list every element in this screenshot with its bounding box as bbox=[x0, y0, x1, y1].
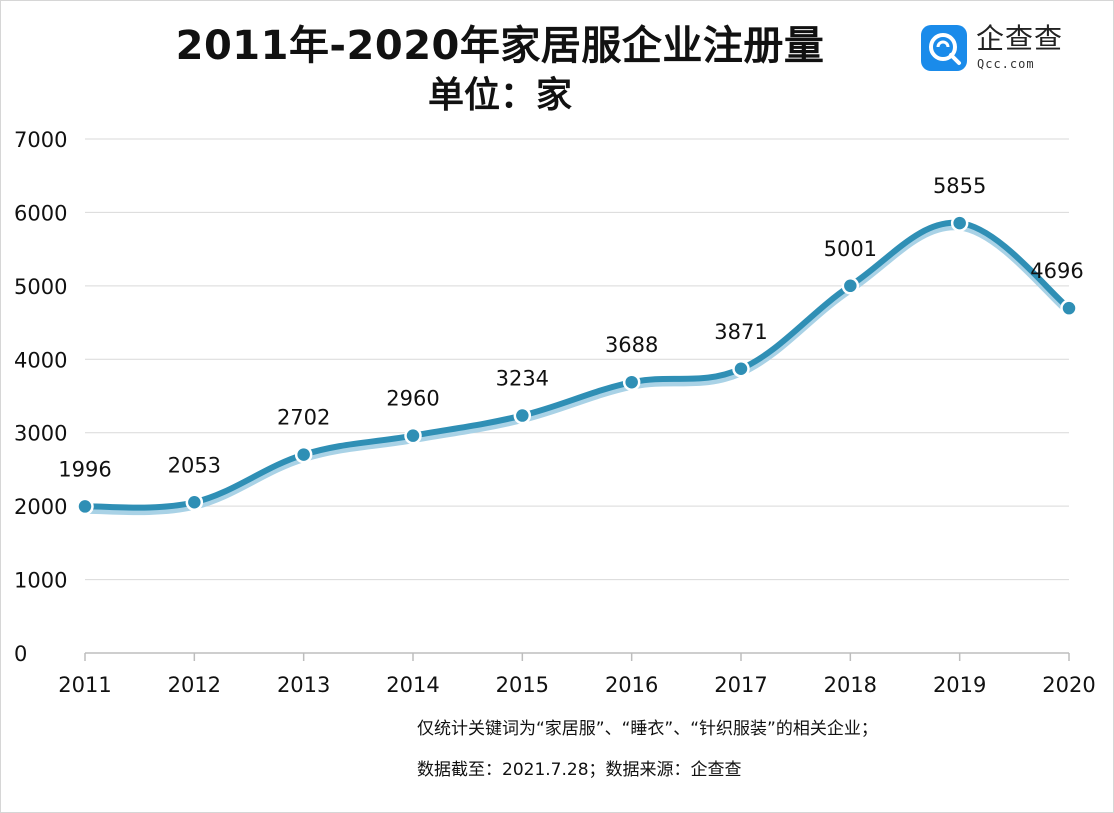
series-line-path bbox=[82, 219, 1072, 511]
series-line bbox=[81, 219, 1073, 516]
x-tick-label: 2014 bbox=[386, 673, 439, 697]
footnote-scope: 仅统计关键词为“家居服”、“睡衣”、“针织服装”的相关企业； bbox=[417, 719, 878, 739]
data-label-2013: 2702 bbox=[277, 406, 330, 430]
logo-domain: Qcc.com bbox=[977, 57, 1035, 71]
data-point-2019 bbox=[950, 214, 969, 232]
grid-lines bbox=[85, 138, 1069, 581]
data-labels: 1996 2053 2702 2960 3234 3688 3871 5001 5855 4696 bbox=[58, 174, 1083, 481]
x-tick-label: 2013 bbox=[277, 673, 330, 697]
footnote-source: 数据截至：2021.7.28；数据来源：企查查 bbox=[417, 760, 742, 780]
data-label-2019: 5855 bbox=[933, 174, 986, 198]
x-tick-label: 2015 bbox=[496, 673, 549, 697]
y-tick-label: 5000 bbox=[14, 275, 67, 299]
data-label-2020: 4696 bbox=[1030, 259, 1083, 283]
x-tick-label: 2019 bbox=[933, 673, 986, 697]
data-point-2012 bbox=[185, 493, 204, 512]
y-tick-label: 4000 bbox=[14, 348, 67, 372]
y-tick-label: 6000 bbox=[14, 201, 67, 225]
brand-logo: 企查查 Qcc.com bbox=[921, 23, 1101, 73]
magnifier-logo-icon bbox=[921, 25, 967, 71]
x-tick-label: 2020 bbox=[1042, 673, 1095, 697]
x-tick-label: 2017 bbox=[714, 673, 767, 697]
y-tick-label: 1000 bbox=[14, 569, 67, 593]
data-point-2016 bbox=[622, 373, 641, 391]
data-point-2015 bbox=[513, 406, 532, 425]
x-tick-label: 2011 bbox=[58, 673, 111, 697]
data-point-2018 bbox=[841, 277, 860, 295]
data-point-2020 bbox=[1060, 299, 1078, 317]
y-tick-label: 2000 bbox=[14, 495, 67, 519]
series-line-shadow bbox=[81, 223, 1073, 516]
y-axis-ticks: 0 1000 2000 3000 4000 5000 6000 7000 bbox=[14, 128, 67, 666]
x-axis-ticks: 2011 2012 2013 2014 2015 2016 2017 2018 2019 2020 bbox=[58, 652, 1096, 697]
data-label-2016: 3688 bbox=[605, 333, 658, 357]
data-label-2011: 1996 bbox=[58, 457, 111, 481]
data-point-2014 bbox=[404, 426, 422, 445]
data-point-2013 bbox=[294, 445, 313, 464]
data-label-2012: 2053 bbox=[168, 453, 221, 477]
x-tick-label: 2016 bbox=[605, 673, 658, 697]
y-tick-label: 7000 bbox=[14, 128, 67, 152]
x-tick-label: 2012 bbox=[168, 673, 221, 697]
y-tick-label: 0 bbox=[14, 642, 27, 666]
data-label-2018: 5001 bbox=[824, 237, 877, 261]
data-point-2017 bbox=[732, 360, 750, 378]
data-label-2015: 3234 bbox=[496, 367, 549, 391]
data-label-2014: 2960 bbox=[386, 387, 439, 411]
data-label-2017: 3871 bbox=[714, 320, 767, 344]
y-tick-label: 3000 bbox=[14, 422, 67, 446]
x-tick-label: 2018 bbox=[824, 673, 877, 697]
chart-subtitle: 单位：家 bbox=[427, 75, 572, 116]
series-points bbox=[76, 214, 1078, 516]
chart-title: 2011年-2020年家居服企业注册量 bbox=[175, 23, 825, 69]
data-point-2011 bbox=[76, 497, 94, 516]
logo-name: 企查查 bbox=[976, 22, 1064, 55]
